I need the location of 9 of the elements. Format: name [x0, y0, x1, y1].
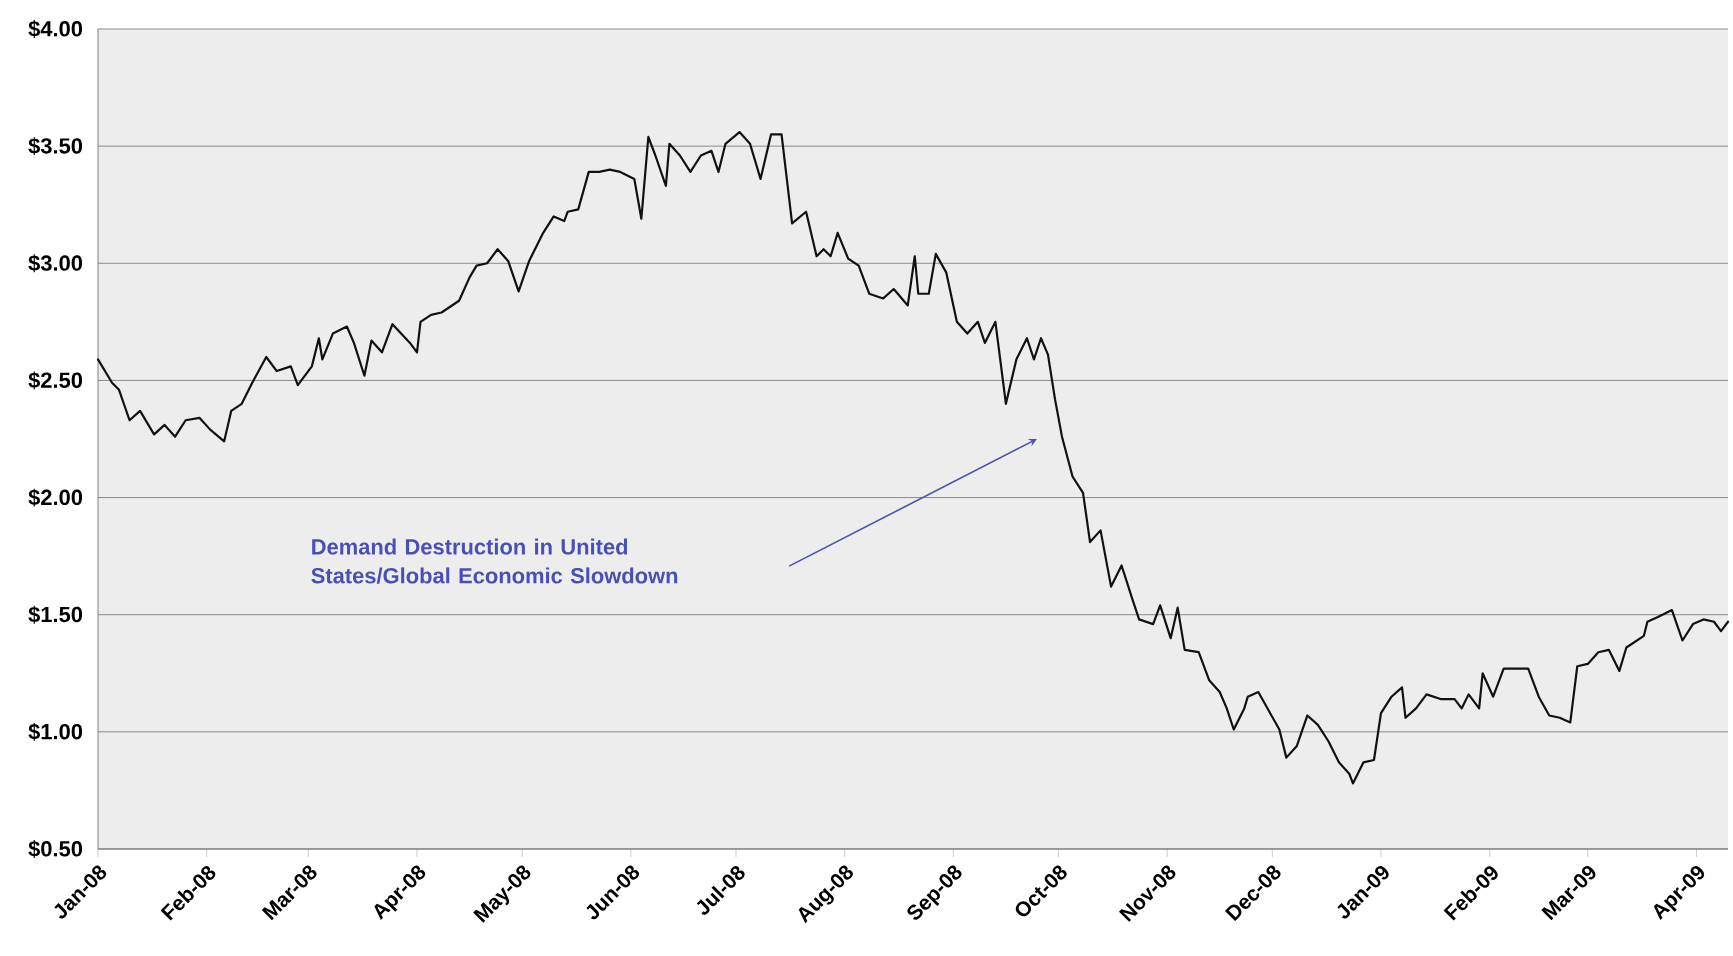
- y-tick-label: $2.50: [28, 371, 83, 390]
- annotation: Demand Destruction in United States/Global Economic Slowdown: [311, 538, 678, 584]
- y-tick-label: $3.00: [28, 254, 83, 273]
- y-tick-label: $3.50: [28, 137, 83, 156]
- y-tick-label: $1.00: [28, 722, 83, 741]
- y-tick-label: $1.50: [28, 605, 83, 624]
- y-tick-label: $4.00: [28, 20, 83, 38]
- y-tick-label: $2.00: [28, 488, 83, 507]
- y-tick-label: $0.50: [28, 840, 83, 858]
